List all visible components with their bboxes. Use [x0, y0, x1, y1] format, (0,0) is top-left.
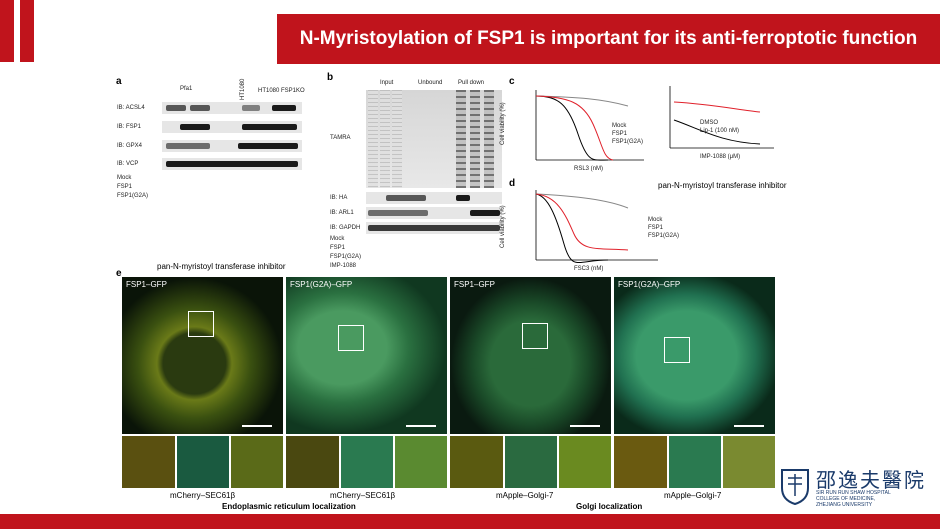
er-localization-label: Endoplasmic reticulum localization	[222, 502, 356, 511]
chart-c1	[535, 90, 644, 161]
accent-bar-left-2	[20, 0, 34, 62]
thumb-4b	[669, 436, 721, 488]
micro-label-4: FSP1(G2A)–GFP	[618, 280, 681, 289]
blot-b-cond-2: FSP1	[330, 245, 346, 251]
zoom-box-3	[522, 323, 548, 349]
thumb-2c	[395, 436, 447, 488]
blot-a-cond-3: FSP1(G2A)	[117, 193, 149, 199]
panel-letter-b: b	[327, 72, 334, 83]
chart-c1-legend-2: FSP1	[612, 131, 628, 137]
blot-a-group-2: HT1080	[240, 78, 246, 100]
chart-d-ylabel: Cell viability (%)	[500, 205, 506, 248]
blot-b-cond-4: IMP-1088	[330, 263, 357, 269]
blot-b-group-2: Unbound	[418, 80, 443, 86]
blot-a-group-1: Pfa1	[180, 86, 193, 92]
blot-a-row-3: IB: GPX4	[117, 143, 143, 149]
panel-letter-e: e	[116, 268, 122, 279]
blot-b-strip-1	[366, 192, 502, 204]
blot-b-row-2: IB: HA	[330, 195, 348, 201]
thumb-2a	[286, 436, 339, 488]
micro-image-4: FSP1(G2A)–GFP	[614, 277, 775, 434]
logo-english-1: SIR RUN RUN SHAW HOSPITAL	[816, 490, 891, 496]
micro-image-2: FSP1(G2A)–GFP	[286, 277, 447, 434]
micro-label-2: FSP1(G2A)–GFP	[290, 280, 353, 289]
golgi-localization-label: Golgi localization	[576, 502, 643, 511]
thumb-4c	[723, 436, 775, 488]
chart-c2-legend-2: Lip-1 (100 nM)	[700, 128, 740, 134]
thumb-2b	[341, 436, 393, 488]
micro-caption-4: mApple–Golgi-7	[664, 491, 722, 500]
micro-caption-1: mCherry–SEC61β	[170, 491, 236, 500]
thumb-1a	[122, 436, 175, 488]
blot-b-row-4: IB: GAPDH	[330, 225, 361, 231]
hospital-logo: 邵逸夫醫院 SIR RUN RUN SHAW HOSPITAL COLLEGE …	[776, 462, 926, 512]
blot-b-cond-1: Mock	[330, 236, 345, 242]
scale-bar-4	[734, 425, 764, 427]
micro-caption-2: mCherry–SEC61β	[330, 491, 396, 500]
blot-a-cond-1: Mock	[117, 175, 132, 181]
chart-c1-legend-3: FSP1(G2A)	[612, 139, 644, 145]
annotation-right: pan-N-myristoyl transferase inhibitor	[658, 181, 787, 190]
blot-a-row-2: IB: FSP1	[117, 124, 142, 130]
annotation-left: pan-N-myristoyl transferase inhibitor	[157, 262, 286, 271]
zoom-box-1	[188, 311, 214, 337]
chart-d-legend-1: Mock	[648, 217, 663, 223]
chart-c2-legend-1: DMSO	[700, 120, 718, 126]
bottom-accent-bar	[0, 514, 940, 529]
chart-d	[535, 190, 658, 264]
thumb-1c	[231, 436, 283, 488]
blot-a-group-3: HT1080 FSP1KO	[258, 88, 305, 94]
blot-b-group-1: Input	[380, 80, 394, 86]
chart-d-legend-2: FSP1	[648, 225, 664, 231]
zoom-box-2	[338, 325, 364, 351]
panel-letter-c: c	[509, 76, 515, 87]
blot-a-row-4: IB: VCP	[117, 161, 139, 167]
scale-bar-1	[242, 425, 272, 427]
blot-a-cond-2: FSP1	[117, 184, 133, 190]
micro-label-3: FSP1–GFP	[454, 280, 495, 289]
micro-image-3: FSP1–GFP	[450, 277, 611, 434]
blot-b-row-3: IB: ARL1	[330, 210, 354, 216]
tamra-gel	[366, 90, 502, 188]
chart-c2	[669, 86, 774, 149]
hospital-crest-icon	[781, 469, 809, 506]
chart-d-legend-3: FSP1(G2A)	[648, 233, 680, 239]
blot-b-cond-3: FSP1(G2A)	[330, 254, 362, 260]
thumb-4a	[614, 436, 667, 488]
panel-letter-d: d	[509, 178, 516, 189]
panel-letter-a: a	[116, 76, 122, 87]
micro-caption-3: mApple–Golgi-7	[496, 491, 554, 500]
slide-title: N-Myristoylation of FSP1 is important fo…	[299, 28, 918, 49]
chart-c1-ylabel: Cell viability (%)	[500, 102, 506, 145]
thumb-3a	[450, 436, 503, 488]
chart-d-xlabel: FSC3 (nM)	[574, 266, 604, 272]
thumb-3b	[505, 436, 557, 488]
accent-bar-left	[0, 0, 14, 62]
title-banner: N-Myristoylation of FSP1 is important fo…	[277, 14, 940, 64]
logo-chinese: 邵逸夫醫院	[816, 468, 926, 492]
zoom-box-4	[664, 337, 690, 363]
blot-b-strip-3	[366, 222, 502, 234]
blot-a-strip-4	[162, 158, 302, 170]
thumb-3c	[559, 436, 611, 488]
logo-english-2: COLLEGE OF MEDICINE,	[816, 496, 876, 502]
micro-label-1: FSP1–GFP	[126, 280, 167, 289]
blot-b-row-1: TAMRA	[330, 135, 351, 141]
blot-a-strip-2	[162, 121, 302, 133]
logo-english-3: ZHEJIANG UNIVERSITY	[816, 502, 873, 508]
scale-bar-3	[570, 425, 600, 427]
blot-a-strip-1	[162, 102, 302, 114]
blot-b-group-3: Pull down	[458, 80, 485, 86]
chart-c1-legend-1: Mock	[612, 123, 627, 129]
blot-a-strip-3	[162, 140, 302, 152]
blot-b-strip-2	[366, 207, 502, 219]
micro-image-1: FSP1–GFP	[122, 277, 283, 434]
chart-c1-xlabel: RSL3 (nM)	[574, 166, 604, 172]
chart-c2-xlabel: IMP-1088 (μM)	[700, 154, 741, 160]
scale-bar-2	[406, 425, 436, 427]
logo-english: SIR RUN RUN SHAW HOSPITAL COLLEGE OF MED…	[816, 490, 891, 508]
thumb-1b	[177, 436, 229, 488]
blot-a-row-1: IB: ACSL4	[117, 105, 145, 111]
